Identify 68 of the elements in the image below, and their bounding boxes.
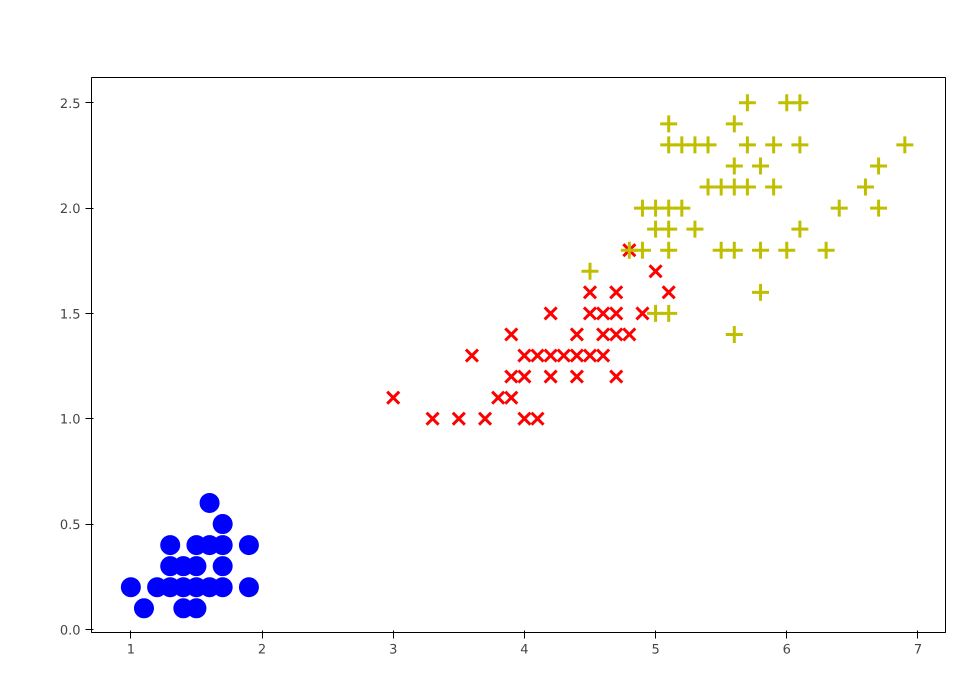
point — [160, 535, 180, 556]
point — [580, 261, 600, 282]
point — [776, 240, 797, 260]
y-tick-label: 1.0 — [60, 412, 81, 428]
point — [648, 264, 664, 279]
point — [658, 240, 679, 260]
point — [634, 306, 650, 321]
point — [711, 240, 732, 260]
point — [790, 134, 810, 155]
point — [764, 177, 784, 198]
point — [724, 156, 744, 176]
point — [750, 240, 771, 260]
point — [868, 198, 889, 218]
x-tick-label: 2 — [258, 642, 266, 658]
point — [672, 198, 692, 218]
point — [724, 114, 744, 134]
x-tick-label: 5 — [651, 642, 660, 658]
x-tick-label: 1 — [126, 642, 135, 658]
point — [608, 284, 624, 300]
y-tick-label: 0.0 — [60, 623, 81, 638]
point — [238, 535, 259, 556]
point — [425, 411, 440, 426]
point — [790, 219, 810, 240]
point — [569, 369, 584, 384]
point — [582, 284, 598, 300]
point — [451, 411, 466, 426]
point — [478, 411, 493, 426]
point — [816, 240, 836, 260]
point — [212, 556, 233, 576]
x-tick-label: 3 — [389, 642, 398, 658]
point — [829, 198, 850, 218]
y-tick-label: 2.0 — [60, 202, 81, 218]
point — [543, 369, 558, 384]
point — [790, 92, 810, 113]
point — [737, 92, 758, 113]
point — [724, 324, 744, 344]
point — [698, 134, 718, 155]
point — [855, 177, 876, 198]
point — [750, 282, 771, 302]
y-tick-label: 2.5 — [60, 96, 81, 112]
point — [646, 219, 666, 240]
point — [658, 114, 679, 134]
point — [868, 156, 889, 176]
point — [894, 134, 915, 155]
point — [200, 492, 220, 513]
y-tick-label: 1.5 — [60, 307, 81, 322]
point — [543, 306, 558, 321]
point — [764, 134, 784, 155]
point — [737, 134, 758, 155]
point — [134, 598, 154, 618]
point — [569, 326, 584, 342]
point — [386, 390, 401, 406]
x-tick-label: 6 — [782, 642, 791, 658]
point — [661, 284, 676, 300]
point — [120, 577, 141, 598]
point — [632, 198, 652, 218]
point — [750, 156, 771, 176]
point — [464, 348, 480, 364]
point — [504, 326, 519, 342]
point — [238, 577, 259, 598]
point — [608, 369, 624, 384]
x-tick-label: 4 — [520, 642, 529, 658]
point — [672, 134, 692, 155]
point — [212, 514, 233, 534]
x-tick-label: 7 — [914, 642, 922, 658]
point — [684, 219, 705, 240]
point — [658, 303, 679, 324]
y-tick-label: 0.5 — [60, 518, 81, 534]
